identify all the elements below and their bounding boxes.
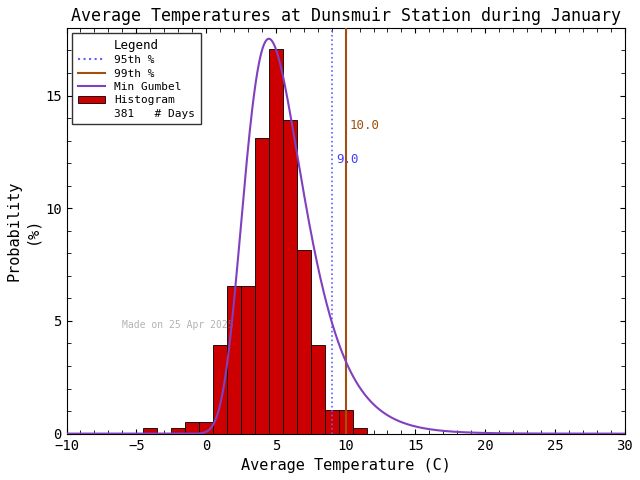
Bar <box>324 410 339 433</box>
Bar <box>171 428 185 433</box>
Text: 9.0: 9.0 <box>336 153 358 166</box>
Bar <box>339 410 353 433</box>
Bar <box>143 428 157 433</box>
Bar <box>227 286 241 433</box>
Bar <box>185 422 199 433</box>
Y-axis label: Probability
(%): Probability (%) <box>7 180 39 281</box>
Legend: 95th %, 99th %, Min Gumbel, Histogram, 381   # Days: 95th %, 99th %, Min Gumbel, Histogram, 3… <box>72 34 201 124</box>
Bar <box>241 286 255 433</box>
Bar <box>283 120 297 433</box>
Title: Average Temperatures at Dunsmuir Station during January: Average Temperatures at Dunsmuir Station… <box>70 7 621 25</box>
Bar <box>213 345 227 433</box>
Bar <box>269 49 283 433</box>
Bar <box>353 428 367 433</box>
Bar <box>199 422 213 433</box>
Text: Made on 25 Apr 2025: Made on 25 Apr 2025 <box>122 320 234 330</box>
Text: 10.0: 10.0 <box>350 120 380 132</box>
Bar <box>255 138 269 433</box>
X-axis label: Average Temperature (C): Average Temperature (C) <box>241 458 451 473</box>
Bar <box>310 345 324 433</box>
Bar <box>297 250 310 433</box>
